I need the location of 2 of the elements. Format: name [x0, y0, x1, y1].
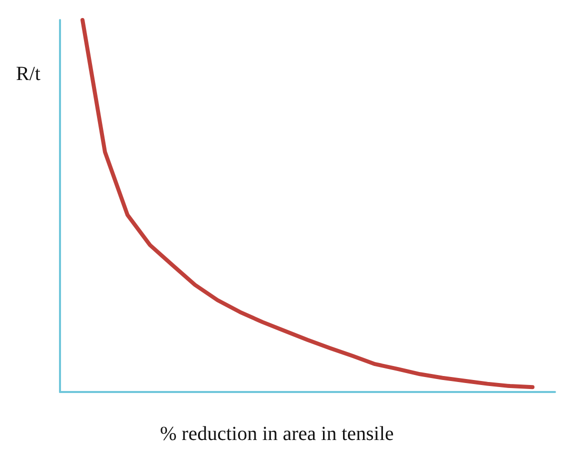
y-axis-title: R/t: [16, 63, 41, 85]
x-axis-title: % reduction in area in tensile: [160, 423, 394, 445]
